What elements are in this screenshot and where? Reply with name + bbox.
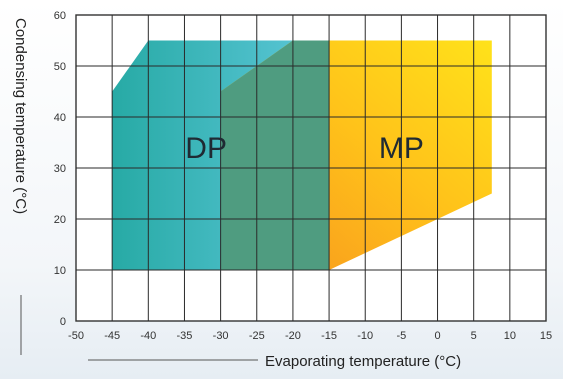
x-tick-label: -20 [285,330,301,342]
x-tick-label: -15 [321,330,337,342]
y-tick-label: 0 [60,316,66,328]
y-tick-label: 30 [54,163,66,175]
x-tick-label: -30 [213,330,229,342]
x-tick-label: -35 [177,330,193,342]
region-labels: DP MP [185,132,424,165]
x-tick-label: -40 [140,330,156,342]
x-tick-label: -25 [249,330,265,342]
x-tick-label: 15 [540,330,552,342]
y-axis-title: Condensing temperature (°C) [12,18,29,214]
region-overlap [220,40,330,270]
x-tick-label: 10 [504,330,516,342]
x-tick-label: -50 [68,330,84,342]
x-tick-label: -5 [396,330,406,342]
grid-layer [76,15,546,321]
x-tick-label: 5 [471,330,477,342]
x-tick-label: -45 [104,330,120,342]
y-tick-label: 50 [54,61,66,73]
y-tick-label: 10 [54,265,66,277]
x-tick-label: 0 [434,330,440,342]
x-tick-labels: -50 -45 -40 -35 -30 -25 -20 -15 -10 -5 0 5 10 15 [68,330,552,342]
y-tick-label: 40 [54,112,66,124]
y-tick-label: 20 [54,214,66,226]
x-axis-title: Evaporating temperature (°C) [265,353,461,370]
y-tick-labels: 0 10 20 30 40 50 60 [54,10,66,328]
x-tick-label: -10 [357,330,373,342]
region-label-dp: DP [185,132,227,165]
y-tick-label: 60 [54,10,66,22]
region-label-mp: MP [379,132,424,165]
